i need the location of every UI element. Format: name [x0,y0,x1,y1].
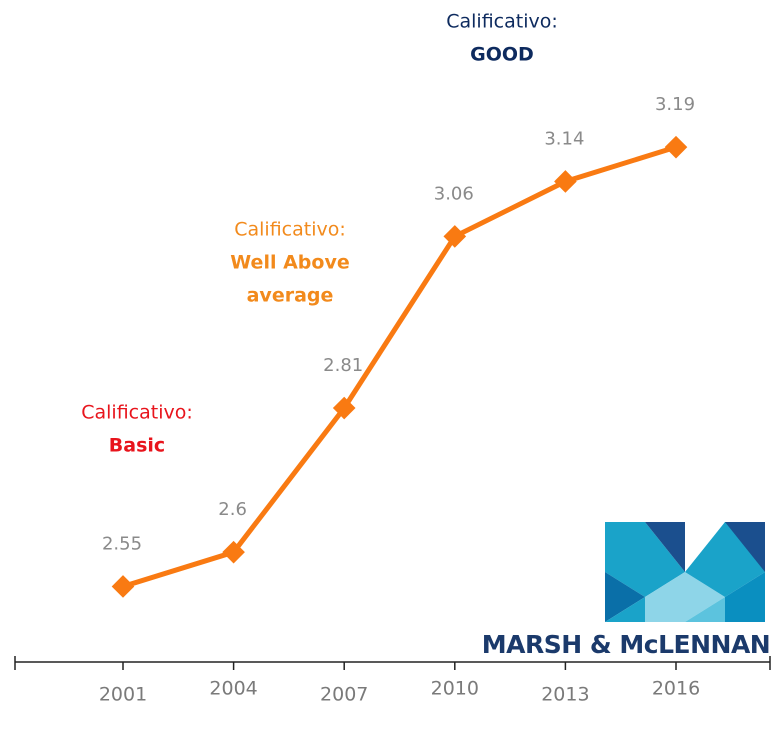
x-tick-label: 2001 [99,684,147,706]
annotation-value: GOOD [470,44,534,66]
logo-text: MARSH & McLENNAN [482,630,770,659]
data-label: 2.6 [218,499,247,520]
annotation-label: Calificativo: [81,402,193,424]
data-label: 2.81 [323,355,363,376]
marker [111,575,135,598]
data-label: 2.55 [102,533,142,554]
line [122,144,677,589]
x-tick-label: 2013 [541,684,589,706]
annotation-value: Well Above [230,252,349,274]
annotation-label: Calificativo: [446,11,558,33]
x-tick-label: 2016 [652,678,700,700]
x-tick-label: 2010 [431,678,479,700]
annotation-label: Calificativo: [234,219,346,241]
marker [664,135,688,159]
data-label: 3.06 [434,183,474,204]
data-label: 3.19 [655,94,695,115]
data-label: 3.14 [544,128,584,149]
x-tick-label: 2004 [209,678,257,700]
marker [332,396,356,420]
marker [554,170,577,193]
annotation-value: Basic [109,435,165,457]
x-tick-label: 2007 [320,684,368,706]
annotation-value: average [247,285,334,307]
logo-mark [605,522,765,622]
